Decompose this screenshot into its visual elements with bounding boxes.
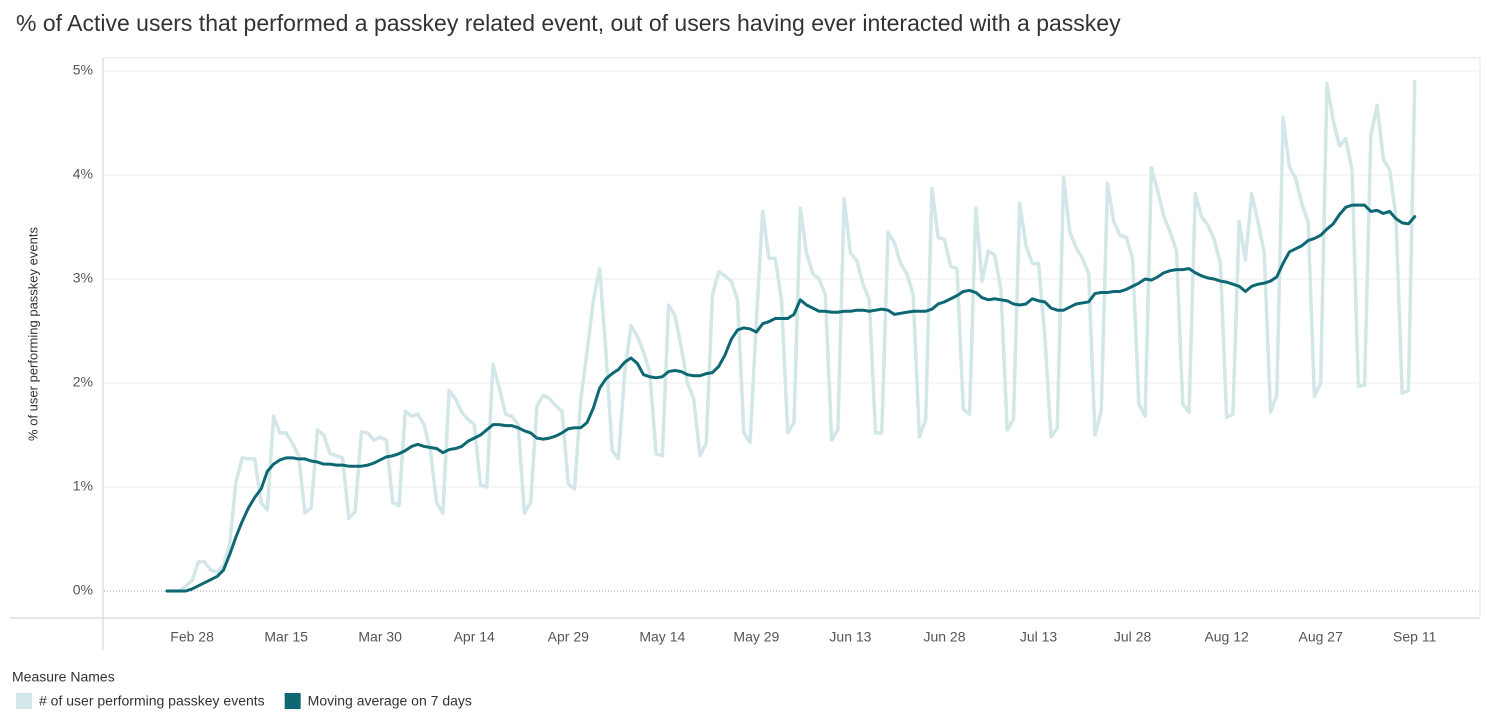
x-tick-label: May 14 bbox=[639, 629, 685, 645]
x-tick-label: May 29 bbox=[733, 629, 779, 645]
legend-label: Moving average on 7 days bbox=[308, 693, 472, 709]
x-tick-label: Aug 27 bbox=[1298, 629, 1343, 645]
y-axis-label: % of user performing passkey events bbox=[25, 227, 40, 441]
legend-label: # of user performing passkey events bbox=[39, 693, 265, 709]
y-tick-label: 4% bbox=[73, 166, 93, 182]
x-tick-label: Mar 15 bbox=[264, 629, 308, 645]
x-tick-label: Mar 30 bbox=[358, 629, 402, 645]
legend-swatch bbox=[284, 693, 301, 709]
x-tick-label: Sep 11 bbox=[1393, 629, 1437, 645]
y-tick-label: 0% bbox=[73, 582, 93, 598]
y-tick-label: 2% bbox=[73, 374, 93, 390]
plot-area bbox=[104, 70, 1480, 593]
x-tick-label: Feb 28 bbox=[170, 629, 214, 645]
x-tick-label: Jun 13 bbox=[829, 629, 871, 645]
x-tick-label: Apr 14 bbox=[454, 629, 495, 645]
y-tick-label: 5% bbox=[73, 62, 93, 78]
x-tick-label: Aug 12 bbox=[1204, 629, 1249, 645]
legend-title: Measure Names bbox=[12, 669, 115, 685]
series-line bbox=[165, 203, 1417, 593]
x-tick-label: Jun 28 bbox=[923, 629, 965, 645]
series-line bbox=[165, 79, 1417, 593]
y-tick-label: 1% bbox=[73, 478, 93, 494]
legend: # of user performing passkey events Movin… bbox=[16, 693, 472, 709]
x-tick-label: Jul 13 bbox=[1020, 629, 1058, 645]
x-tick-label: Apr 29 bbox=[548, 629, 589, 645]
chart-title: % of Active users that performed a passk… bbox=[16, 10, 1121, 36]
legend-swatch bbox=[16, 693, 32, 709]
y-tick-label: 3% bbox=[73, 270, 93, 286]
x-tick-label: Jul 28 bbox=[1114, 629, 1152, 645]
